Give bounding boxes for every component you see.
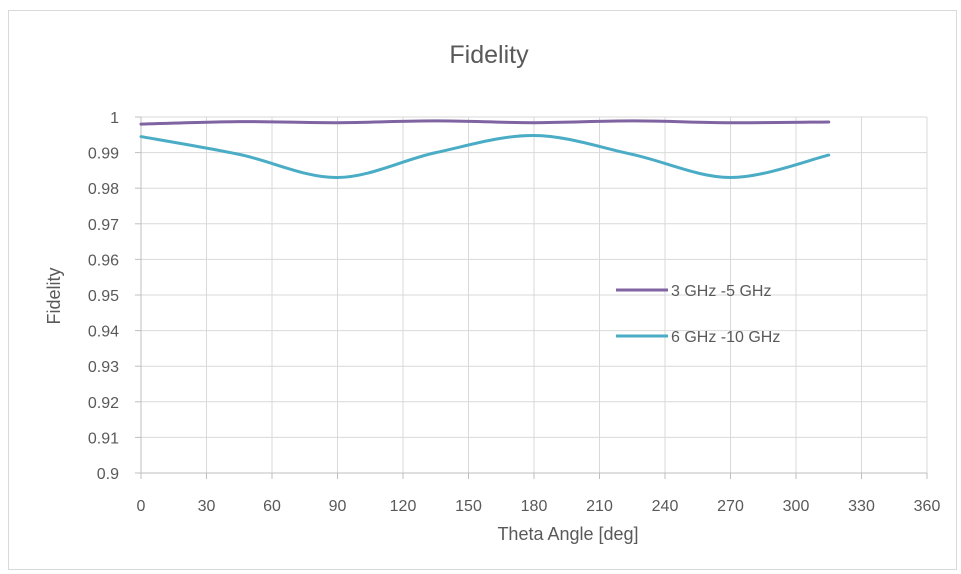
y-axis-title: Fidelity	[44, 267, 64, 324]
y-tick-label: 0.94	[88, 324, 119, 341]
y-tick-label: 0.9	[97, 466, 119, 483]
y-tick-label: 0.97	[88, 217, 119, 234]
y-tick-label: 0.91	[88, 430, 119, 447]
y-tick-label: 0.92	[88, 395, 119, 412]
series-layer	[139, 119, 831, 180]
x-tick-label: 150	[455, 498, 482, 515]
chart-frame	[8, 10, 957, 570]
x-tick-label: 180	[521, 498, 548, 515]
y-tick-label: 1	[110, 110, 119, 127]
x-tick-label: 330	[848, 498, 875, 515]
y-tick-label: 0.99	[88, 146, 119, 163]
x-tick-label: 240	[652, 498, 679, 515]
tick-labels: 0 30 60 90 120 150 180 210 240 270 300 330 360 1 0.99 0…	[88, 110, 941, 515]
x-tick-label: 120	[390, 498, 417, 515]
gridlines	[140, 116, 928, 474]
x-tick-label: 270	[717, 498, 744, 515]
y-tick-label: 0.96	[88, 252, 119, 269]
axes	[135, 116, 928, 479]
y-tick-label: 0.95	[88, 288, 119, 305]
y-tick-label: 0.98	[88, 181, 119, 198]
x-tick-label: 60	[263, 498, 281, 515]
x-axis-title: Theta Angle [deg]	[497, 524, 638, 544]
x-tick-label: 210	[586, 498, 613, 515]
x-tick-label: 360	[914, 498, 941, 515]
series-line-0	[139, 119, 831, 126]
x-tick-label: 300	[783, 498, 810, 515]
x-tick-label: 90	[329, 498, 347, 515]
legend-label: 3 GHz -5 GHz	[671, 283, 771, 300]
x-tick-label: 30	[198, 498, 216, 515]
legend-label: 6 GHz -10 GHz	[671, 329, 780, 346]
series-line-1	[139, 134, 831, 180]
chart-title: Fidelity	[449, 41, 529, 69]
legend: 3 GHz -5 GHz 6 GHz -10 GHz	[616, 283, 780, 346]
y-tick-label: 0.93	[88, 359, 119, 376]
x-tick-label: 0	[137, 498, 146, 515]
